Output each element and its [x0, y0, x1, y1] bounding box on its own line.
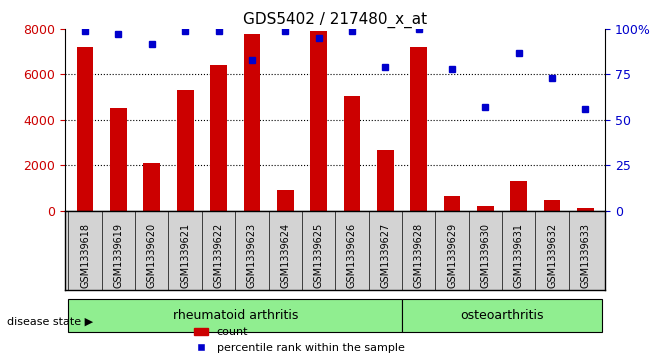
Text: GSM1339631: GSM1339631 — [514, 223, 523, 287]
Bar — [177, 90, 193, 211]
Bar — [277, 190, 294, 211]
Bar — [143, 163, 160, 211]
Bar — [243, 33, 260, 211]
Text: GSM1339624: GSM1339624 — [280, 223, 290, 287]
Bar — [77, 47, 94, 211]
Text: GSM1339620: GSM1339620 — [147, 223, 157, 287]
Bar — [410, 47, 427, 211]
Text: GSM1339625: GSM1339625 — [314, 223, 324, 288]
Text: GSM1339626: GSM1339626 — [347, 223, 357, 287]
Bar — [577, 208, 594, 211]
Bar — [110, 109, 127, 211]
Bar — [210, 65, 227, 211]
Text: GSM1339618: GSM1339618 — [80, 223, 90, 287]
Legend: count, percentile rank within the sample: count, percentile rank within the sample — [190, 323, 409, 358]
Text: GSM1339630: GSM1339630 — [480, 223, 490, 287]
Text: rheumatoid arthritis: rheumatoid arthritis — [173, 309, 298, 322]
Text: GSM1339622: GSM1339622 — [214, 223, 223, 288]
Text: GSM1339621: GSM1339621 — [180, 223, 190, 287]
Text: GSM1339628: GSM1339628 — [413, 223, 424, 287]
Text: GSM1339623: GSM1339623 — [247, 223, 257, 287]
Bar — [444, 196, 460, 211]
Text: GSM1339619: GSM1339619 — [113, 223, 124, 287]
Bar — [477, 206, 493, 211]
Text: GSM1339632: GSM1339632 — [547, 223, 557, 287]
FancyBboxPatch shape — [402, 299, 602, 332]
Title: GDS5402 / 217480_x_at: GDS5402 / 217480_x_at — [243, 12, 427, 28]
Text: disease state ▶: disease state ▶ — [7, 316, 92, 326]
Text: osteoarthritis: osteoarthritis — [460, 309, 544, 322]
FancyBboxPatch shape — [68, 299, 402, 332]
Bar — [510, 181, 527, 211]
Text: GSM1339633: GSM1339633 — [581, 223, 590, 287]
Bar — [311, 31, 327, 211]
Text: GSM1339629: GSM1339629 — [447, 223, 457, 287]
Bar — [344, 96, 360, 211]
Bar — [544, 200, 561, 211]
Text: GSM1339627: GSM1339627 — [380, 223, 391, 288]
Bar — [377, 150, 394, 211]
